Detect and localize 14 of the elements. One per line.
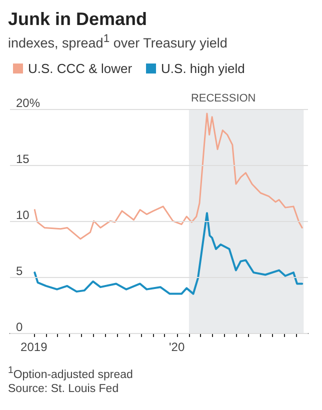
legend-label: U.S. high yield — [161, 60, 245, 76]
y-tick-label: 5 — [16, 264, 23, 278]
text: $^{1}$Option-adjusted spread — [8, 364, 134, 382]
chart-subtitle: indexes, spread$^{1}$ over Treasury yield — [8, 32, 228, 52]
y-tick-label: 15 — [16, 152, 30, 166]
y-tick-label: 10 — [16, 208, 30, 222]
band-label: RECESSION — [190, 92, 256, 104]
x-tick-label: '20 — [168, 340, 185, 354]
y-tick-label: 0 — [16, 320, 23, 334]
x-tick-label: 2019 — [20, 340, 48, 354]
source-note: Source: St. Louis Fed — [8, 382, 120, 398]
y-tick-label: 20% — [16, 96, 40, 110]
chart-title: Junk in Demand — [8, 8, 148, 30]
legend-label: U.S. CCC & lower — [28, 60, 133, 76]
